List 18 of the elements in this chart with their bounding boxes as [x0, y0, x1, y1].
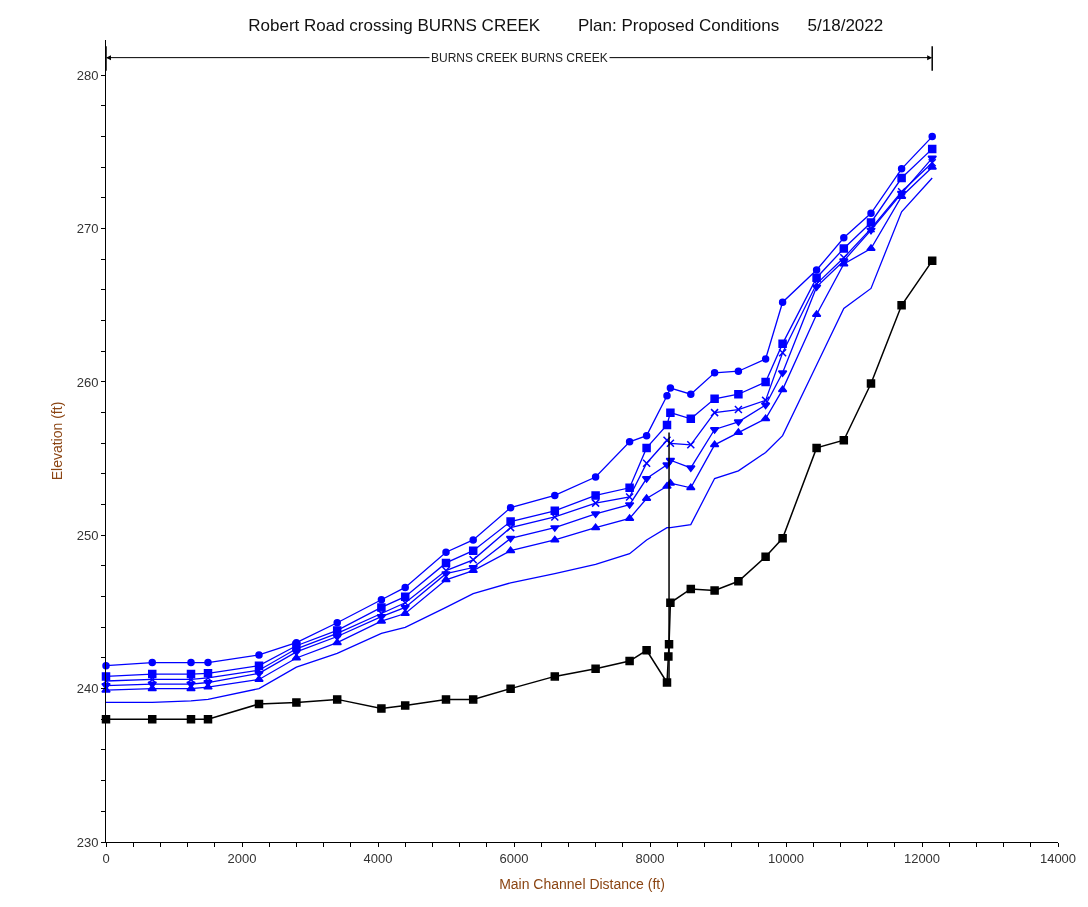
y-tick-label: 230: [76, 834, 99, 850]
y-tick-label: 250: [76, 527, 99, 543]
chart-title: Robert Road crossing BURNS CREEK Plan: Proposed Conditions 5/18/2022: [248, 15, 884, 35]
y-tick-label: 260: [76, 374, 99, 390]
x-axis-title: Main Channel Distance (ft): [499, 875, 665, 892]
x-tick-label: 6000: [499, 850, 529, 866]
y-tick-label: 240: [76, 681, 99, 697]
x-tick-label: 2000: [227, 850, 257, 866]
x-tick-label: 12000: [903, 850, 941, 866]
x-tick-label: 8000: [635, 850, 665, 866]
annotation: BURNS CREEK BURNS CREEK: [431, 51, 608, 65]
y-tick-label: 270: [76, 221, 99, 237]
y-tick-label: 280: [76, 67, 99, 83]
x-tick-label: 4000: [363, 850, 393, 866]
x-tick-label: 10000: [767, 850, 805, 866]
x-tick-label: 0: [102, 850, 110, 866]
y-axis-title: Elevation (ft): [49, 401, 66, 481]
x-tick-label: 14000: [1039, 850, 1077, 866]
